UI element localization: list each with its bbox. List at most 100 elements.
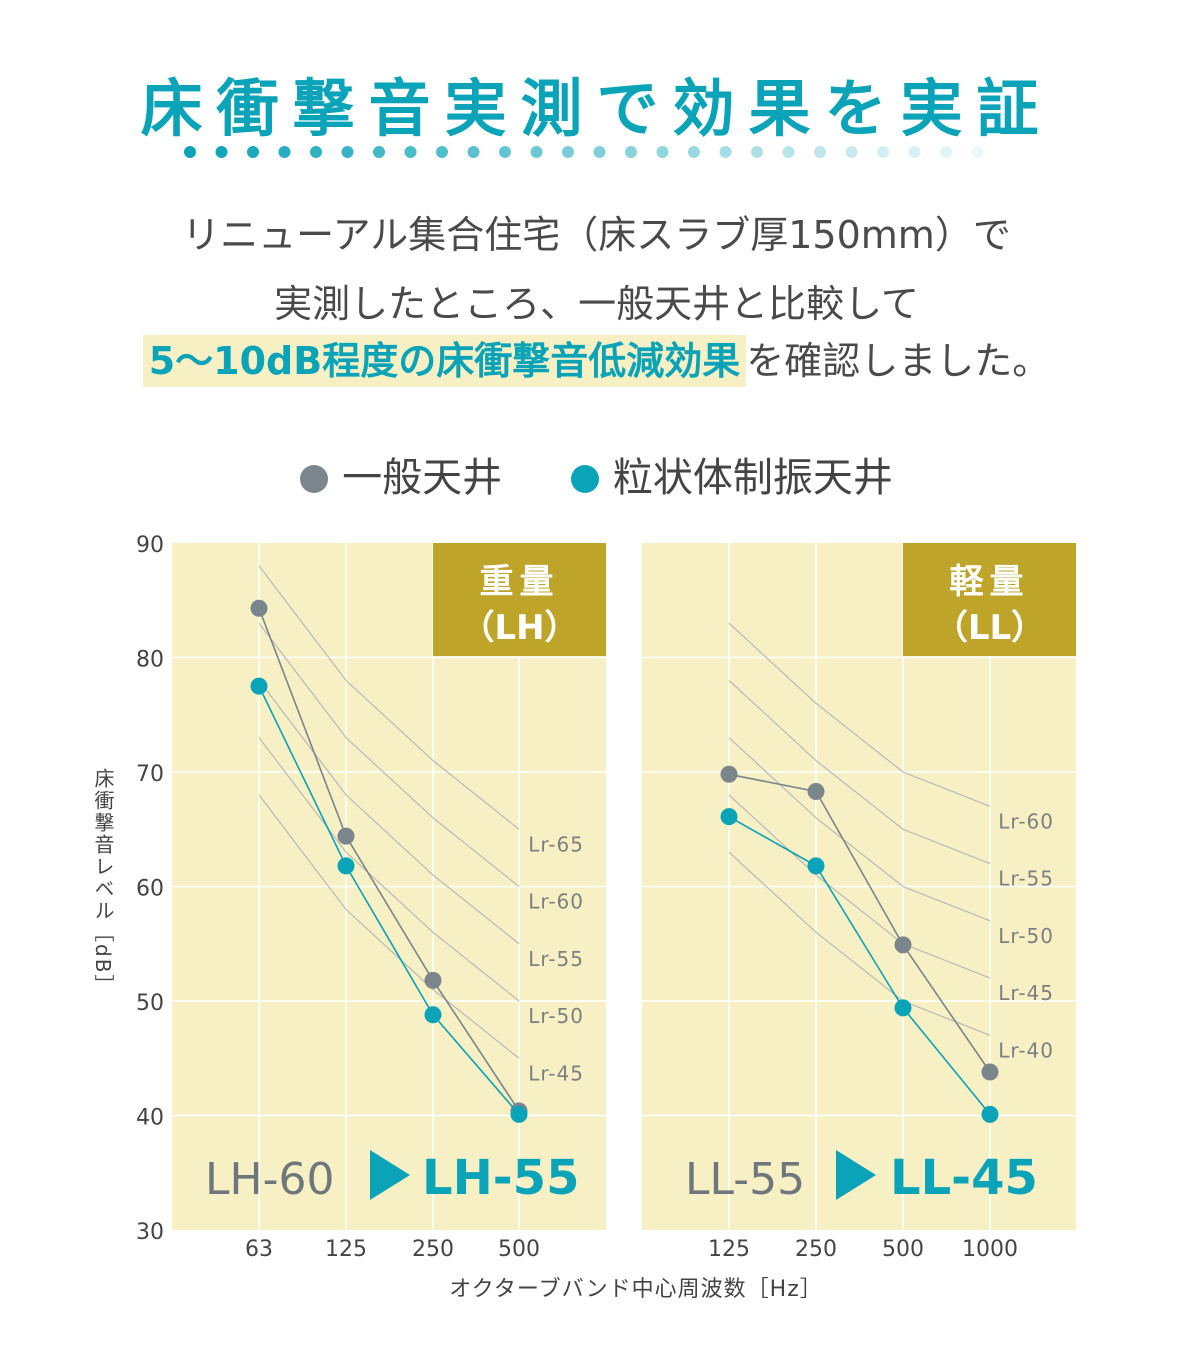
data-point [720, 765, 738, 783]
divider-dot [278, 146, 291, 158]
x-tick-label: 125 [708, 1237, 750, 1262]
type-badge-subtitle: （LL） [934, 608, 1045, 648]
data-point [510, 1105, 528, 1123]
divider-dot [751, 146, 763, 158]
divider-dot [215, 146, 228, 158]
y-tick-label: 70 [136, 762, 164, 787]
divider-dot [845, 146, 858, 158]
x-tick-label: 500 [882, 1237, 924, 1262]
legend-dot-damping [570, 465, 599, 493]
legend-item-general: 一般天井 [300, 445, 502, 503]
divider-dot [625, 146, 637, 158]
x-tick-label: 250 [795, 1237, 837, 1262]
data-point [337, 857, 355, 875]
data-point [894, 999, 912, 1017]
reference-curve [258, 565, 520, 830]
x-tick-label: 500 [498, 1237, 540, 1262]
divider-dot [373, 146, 385, 158]
divider-dot [908, 146, 921, 158]
divider-dot [247, 146, 259, 158]
reference-curve [258, 737, 520, 1002]
series-line [728, 815, 991, 1115]
divider-dot [593, 146, 606, 158]
result-arrow-icon [836, 1150, 876, 1200]
y-tick-label: 40 [136, 1106, 164, 1131]
y-axis-label: 床衝撃音レベル［dB］ [91, 768, 115, 997]
divider-dot [971, 146, 984, 158]
x-tick-label: 250 [412, 1237, 454, 1262]
divider-dot [184, 146, 196, 158]
reference-curve-label: Lr-55 [998, 867, 1054, 891]
legend-label-general: 一般天井 [342, 455, 503, 501]
type-badge [903, 543, 1076, 656]
data-point [424, 1006, 442, 1024]
x-tick-label: 125 [325, 1237, 367, 1262]
x-tick-label: 63 [245, 1237, 273, 1262]
type-badge-title: 軽量 [950, 562, 1030, 602]
intro-line-3: 5〜10dB程度の床衝撃音低減効果 を確認しました。 [0, 330, 1193, 387]
y-tick-label: 90 [136, 533, 164, 558]
legend-item-damping: 粒状体制振天井 [570, 445, 893, 503]
result-arrow-icon [370, 1150, 410, 1200]
divider-dot [436, 146, 448, 158]
series-line [258, 607, 520, 1112]
reference-curve [728, 794, 991, 979]
data-point [424, 971, 442, 989]
x-axis-label: オクターブバンド中心周波数［Hz］ [449, 1277, 823, 1302]
chart-legend: 一般天井 粒状体制振天井 [0, 445, 1193, 503]
result-after: LH-55 [422, 1150, 579, 1206]
divider-dot [341, 146, 354, 158]
dotted-divider [184, 146, 984, 158]
intro-highlight: 5〜10dB程度の床衝撃音低減効果 [142, 335, 747, 387]
divider-dot [562, 146, 574, 158]
reference-curve-label: Lr-45 [528, 1061, 584, 1085]
divider-dot [877, 146, 889, 158]
reference-curve-label: Lr-45 [998, 981, 1054, 1005]
type-badge [433, 543, 606, 656]
intro-line-3-rest: を確認しました。 [746, 339, 1051, 383]
y-tick-label: 60 [136, 877, 164, 902]
type-badge-title: 重量 [480, 562, 560, 602]
result-after: LL-45 [890, 1150, 1038, 1206]
intro-line-1: リニューアル集合住宅（床スラブ厚150mm）で [182, 213, 1011, 257]
divider-dot [404, 146, 417, 158]
divider-dot [499, 146, 511, 158]
reference-curve [728, 679, 991, 865]
reference-curve-label: Lr-50 [998, 924, 1054, 948]
divider-dot [814, 146, 826, 158]
series-line [728, 773, 991, 1073]
intro-line-2: 実測したところ、一般天井と比較して [274, 282, 919, 326]
divider-dot [940, 146, 952, 158]
legend-dot-general [300, 465, 329, 493]
result-before: LL-55 [685, 1154, 805, 1205]
data-point [807, 857, 825, 875]
data-point [981, 1105, 999, 1123]
data-point [981, 1063, 999, 1081]
reference-curve [258, 622, 520, 887]
type-badge-subtitle: （LH） [460, 608, 578, 648]
divider-dot [719, 146, 732, 158]
y-tick-label: 80 [136, 648, 164, 673]
reference-curve [728, 622, 991, 807]
reference-curve-label: Lr-40 [998, 1038, 1054, 1062]
data-point [250, 599, 268, 617]
data-point [250, 677, 268, 695]
y-tick-label: 50 [136, 991, 164, 1016]
reference-curve [258, 680, 520, 945]
result-before: LH-60 [205, 1154, 334, 1205]
reference-curve-label: Lr-50 [528, 1004, 584, 1028]
reference-curve [728, 851, 991, 1036]
divider-dot [688, 146, 700, 158]
series-line [258, 685, 520, 1115]
divider-dot [782, 146, 795, 158]
y-tick-label: 30 [136, 1220, 164, 1245]
data-point [337, 827, 355, 845]
reference-curve-label: Lr-65 [528, 832, 584, 856]
divider-dot [530, 146, 543, 158]
divider-dot [656, 146, 669, 158]
reference-curve-label: Lr-55 [528, 947, 584, 971]
reference-curve [728, 737, 991, 922]
reference-curve [258, 794, 520, 1059]
page-title: 床衝撃音実測で効果を実証 [140, 72, 1053, 145]
